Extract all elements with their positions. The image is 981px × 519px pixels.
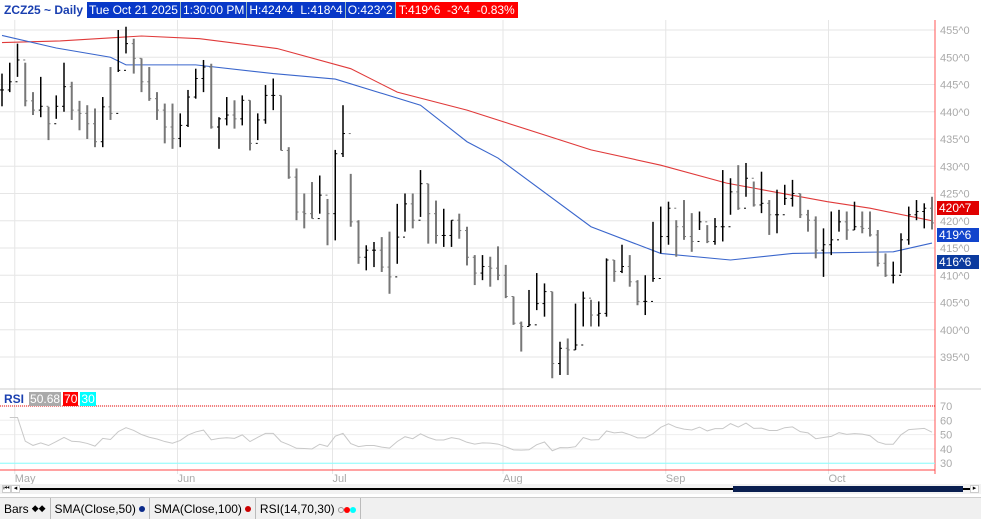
price-axis-label: 400^0	[940, 325, 970, 337]
rsi-line	[9, 416, 933, 452]
change-value: -3^4	[447, 3, 471, 17]
rsi-axis-label: 60	[940, 415, 952, 427]
rsi-value: 50.68	[29, 392, 62, 406]
high-value: H:424^4	[249, 3, 294, 17]
price-axis-label: 420^0	[940, 216, 970, 228]
price-axis-label: 410^0	[940, 270, 970, 282]
time-readout: 1:30:00 PM	[180, 2, 248, 18]
tab-label: SMA(Close,50)	[54, 501, 136, 516]
change-pct: -0.83%	[476, 3, 515, 17]
tab-label: Bars	[4, 501, 29, 516]
high-readout: H:424^4 L:418^4	[247, 2, 346, 18]
price-axis-label: 450^0	[940, 52, 970, 64]
scroll-right-button[interactable]: ▸	[970, 485, 979, 493]
rsi-header: RSI 50.68 70 30	[4, 392, 96, 406]
price-marker: 416^6	[937, 255, 979, 269]
sma100-color-icon	[244, 505, 251, 512]
price-axis-label: 395^0	[940, 352, 970, 364]
open-readout: O:423^2	[345, 2, 396, 18]
month-label: Oct	[829, 473, 846, 484]
month-label: Aug	[503, 473, 523, 484]
low-value: L:418^4	[300, 3, 343, 17]
rsi-axis-label: 40	[940, 444, 952, 456]
date-readout: Tue Oct 21 2025	[87, 2, 181, 18]
month-label: Jun	[178, 473, 196, 484]
scroll-thumb[interactable]	[733, 486, 963, 492]
rsi-oversold: 30	[80, 392, 96, 406]
price-axis-label: 445^0	[940, 80, 970, 92]
price-axis-label: 430^0	[940, 161, 970, 173]
tab-sma100[interactable]: SMA(Close,100)	[150, 498, 256, 519]
month-label: May	[15, 473, 36, 484]
sma50-color-icon	[138, 505, 145, 512]
rsi-axis-label: 30	[940, 458, 952, 470]
rsi-axis-label: 70	[940, 401, 952, 413]
price-axis-label: 415^0	[940, 243, 970, 255]
study-tabs: Bars ◆◆ SMA(Close,50) SMA(Close,100) RSI(…	[0, 497, 981, 519]
tab-rsi[interactable]: RSI(14,70,30)	[256, 498, 361, 519]
rsi-overbought: 70	[63, 392, 79, 406]
price-axis-label: 455^0	[940, 25, 970, 37]
price-axis-label: 435^0	[940, 134, 970, 146]
price-axis-label: 405^0	[940, 298, 970, 310]
month-label: Sep	[666, 473, 686, 484]
price-axis-label: 440^0	[940, 107, 970, 119]
sma100-line	[1, 35, 933, 222]
rsi-color-icon	[337, 502, 356, 516]
price-marker: 419^6	[937, 227, 979, 242]
tab-label: SMA(Close,100)	[153, 501, 242, 516]
bars-color-icon: ◆◆	[31, 503, 46, 513]
tab-bars[interactable]: Bars ◆◆	[0, 498, 51, 519]
symbol-label[interactable]: ZCZ25 ~ Daily	[4, 3, 84, 17]
tab-sma50[interactable]: SMA(Close,50)	[51, 498, 150, 519]
price-marker: 420^7	[937, 200, 979, 215]
scroll-start-button[interactable]: ⏮	[2, 485, 11, 493]
rsi-axis-label: 50	[940, 430, 952, 442]
horizontal-scrollbar[interactable]: ⏮ ◂ ▸	[0, 484, 981, 494]
last-readout: T:419^6 -3^4 -0.83%	[395, 2, 518, 18]
scroll-track[interactable]	[20, 488, 972, 490]
chart-header: ZCZ25 ~ Daily Tue Oct 21 2025 1:30:00 PM…	[0, 2, 518, 18]
price-axis-label: 425^0	[940, 189, 970, 201]
scroll-left-button[interactable]: ◂	[11, 485, 20, 493]
last-value: T:419^6	[398, 3, 441, 17]
price-chart[interactable]: 455^0 450^0 445^0 440^0 435^0 430^0 425^0 420^0…	[0, 0, 981, 484]
rsi-label: RSI	[4, 392, 25, 406]
tab-label: RSI(14,70,30)	[259, 501, 335, 516]
month-label: Jul	[333, 473, 347, 484]
